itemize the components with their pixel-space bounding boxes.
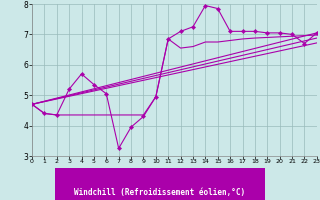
Text: Windchill (Refroidissement éolien,°C): Windchill (Refroidissement éolien,°C) xyxy=(75,188,245,196)
